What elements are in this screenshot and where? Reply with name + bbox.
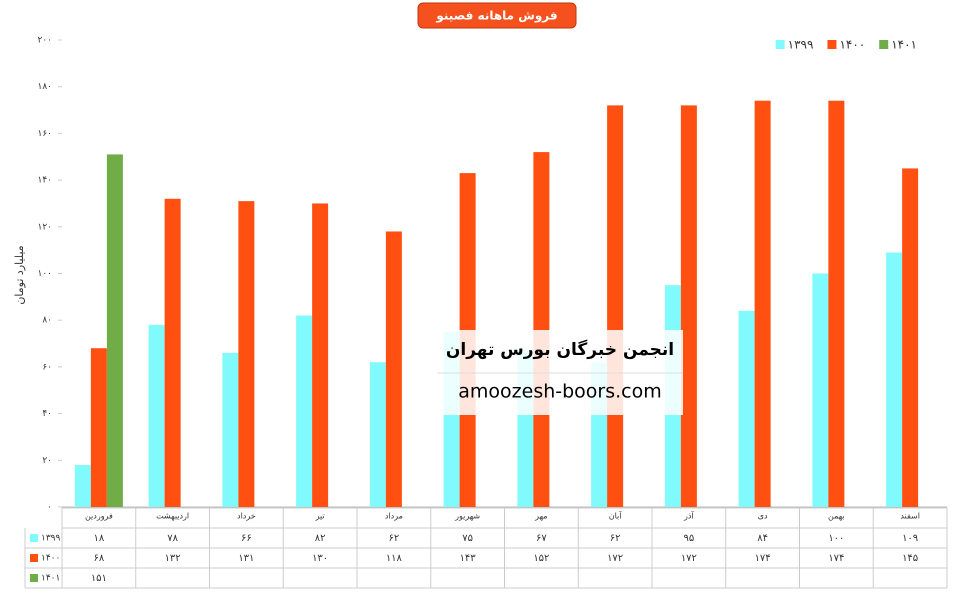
table-value: ۷۸ bbox=[167, 533, 178, 544]
table-value: ۶۷ bbox=[536, 533, 547, 544]
table-series-name: ۱۴۰۱ bbox=[41, 574, 60, 584]
table-value: ۸۴ bbox=[757, 533, 768, 544]
y-tick-label: ۱۴۰ bbox=[37, 176, 52, 186]
legend-swatch bbox=[775, 40, 785, 49]
bar bbox=[148, 324, 165, 507]
bar bbox=[607, 105, 624, 507]
bar bbox=[902, 168, 919, 508]
bar bbox=[312, 203, 329, 507]
bar bbox=[754, 100, 771, 508]
table-value: ۱۵۱ bbox=[91, 573, 107, 584]
table-series-name: ۱۳۹۹ bbox=[41, 534, 61, 544]
bar bbox=[90, 348, 107, 507]
table-value: ۱۳۰ bbox=[312, 553, 328, 564]
bar bbox=[738, 310, 755, 507]
table-value: ۱۰۰ bbox=[828, 533, 844, 544]
watermark: انجمن خبرگان بورس تهران amoozesh-boors.c… bbox=[437, 330, 683, 415]
x-tick-label: مرداد bbox=[385, 512, 403, 521]
bar bbox=[222, 352, 239, 507]
chart-title: فروش ماهانه فصینو bbox=[435, 9, 557, 24]
x-tick-label: بهمن bbox=[828, 512, 845, 521]
legend-label: ۱۴۰۱ bbox=[891, 38, 917, 52]
table-value: ۹۵ bbox=[684, 533, 695, 544]
table-value: ۶۸ bbox=[94, 553, 105, 564]
table-value: ۱۷۴ bbox=[828, 553, 844, 564]
bar bbox=[164, 198, 181, 507]
legend-swatch bbox=[827, 40, 837, 49]
bar bbox=[533, 152, 550, 507]
bar bbox=[680, 105, 697, 507]
bar bbox=[385, 231, 402, 507]
y-axis-label: میلیارد تومان bbox=[13, 245, 26, 304]
table-value: ۱۱۸ bbox=[386, 553, 403, 564]
y-tick-label: ۱۶۰ bbox=[37, 129, 52, 139]
bar bbox=[238, 201, 255, 508]
x-tick-label: اسفند bbox=[900, 512, 920, 521]
y-tick-label: ۰ bbox=[47, 503, 52, 513]
table-value: ۶۲ bbox=[389, 533, 400, 544]
x-tick-label: اردیبهشت bbox=[156, 512, 189, 521]
table-value: ۱۸ bbox=[94, 533, 105, 544]
legend-label: ۱۴۰۰ bbox=[839, 38, 865, 52]
y-tick-label: ۱۲۰ bbox=[37, 222, 52, 232]
table-value: ۱۷۲ bbox=[681, 553, 697, 564]
table-legend-key bbox=[30, 574, 38, 582]
table-legend-key bbox=[30, 534, 38, 542]
table-series-name: ۱۴۰۰ bbox=[41, 554, 60, 564]
table-value: ۱۰۹ bbox=[902, 533, 918, 544]
bar bbox=[812, 273, 829, 507]
y-tick-label: ۱۸۰ bbox=[37, 82, 52, 92]
table-value: ۶۲ bbox=[610, 533, 621, 544]
bar bbox=[74, 464, 91, 507]
x-tick-label: تیر bbox=[315, 512, 325, 521]
x-tick-label: شهریور bbox=[454, 512, 480, 521]
table-value: ۱۵۲ bbox=[533, 553, 549, 564]
table-value: ۱۷۴ bbox=[755, 553, 771, 564]
table-value: ۱۷۲ bbox=[607, 553, 623, 564]
table-legend-key bbox=[30, 554, 38, 562]
x-tick-label: آبان bbox=[609, 511, 623, 521]
x-tick-label: فروردین bbox=[85, 512, 113, 521]
legend-label: ۱۳۹۹ bbox=[788, 38, 814, 52]
y-tick-label: ۴۰ bbox=[42, 409, 52, 419]
table-value: ۱۳۱ bbox=[238, 553, 254, 564]
bar bbox=[296, 315, 313, 507]
y-tick-label: ۸۰ bbox=[42, 316, 52, 326]
table-value: ۷۵ bbox=[462, 533, 473, 544]
title-box bbox=[417, 2, 577, 29]
watermark-title: انجمن خبرگان بورس تهران bbox=[446, 339, 674, 360]
legend-swatch bbox=[879, 40, 889, 49]
y-tick-label: ۱۰۰ bbox=[37, 269, 52, 279]
table-value: ۶۶ bbox=[241, 533, 252, 544]
x-tick-label: دی bbox=[758, 512, 768, 521]
table-value: ۸۲ bbox=[315, 533, 326, 544]
bar bbox=[886, 252, 903, 507]
table-value: ۱۴۵ bbox=[902, 553, 918, 564]
bar bbox=[106, 154, 123, 508]
x-tick-label: خرداد bbox=[237, 512, 256, 521]
watermark-url: amoozesh-boors.com bbox=[458, 381, 662, 403]
y-tick-label: ۲۰۰ bbox=[37, 36, 52, 46]
y-tick-label: ۶۰ bbox=[42, 362, 52, 372]
x-tick-label: آذر bbox=[683, 511, 694, 521]
table-value: ۱۳۲ bbox=[165, 553, 181, 564]
x-tick-label: مهر bbox=[534, 512, 547, 521]
bar bbox=[369, 362, 386, 507]
bar bbox=[828, 100, 845, 508]
y-tick-label: ۲۰ bbox=[42, 456, 52, 466]
table-value: ۱۴۳ bbox=[460, 553, 477, 564]
